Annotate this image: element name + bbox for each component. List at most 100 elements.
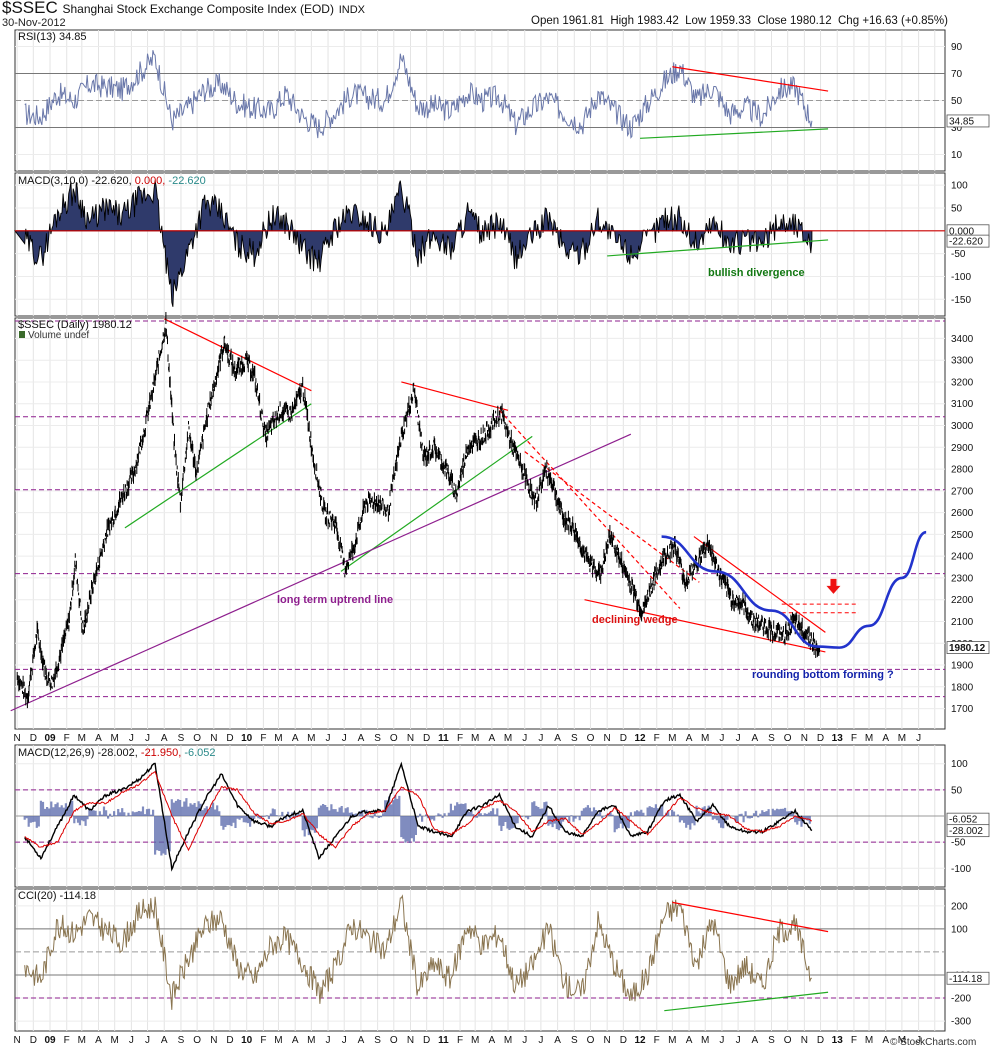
x-tick-label: M	[111, 733, 119, 744]
x-tick-label: N	[210, 733, 217, 744]
x-tick-label: F	[64, 733, 70, 744]
y-tick-label: 2100	[951, 617, 974, 628]
x-tick-label: O	[193, 733, 201, 744]
macd-hist-last-value: -22.620	[946, 234, 990, 248]
x-tick-label: J	[129, 733, 134, 744]
cci-trendline	[664, 991, 829, 1012]
x-tick-label: J	[129, 1035, 134, 1046]
y-tick-label: 2800	[951, 465, 974, 476]
x-tick-label: N	[407, 733, 414, 744]
close-label: Close	[757, 15, 787, 27]
value-badge-text: 0.000	[949, 226, 974, 237]
x-tick-label: A	[489, 1035, 496, 1046]
open-label: Open	[531, 15, 560, 27]
annotation-declining-wedge: declining wedge	[592, 614, 678, 626]
y-tick-label: 30	[951, 123, 963, 134]
x-tick-label: S	[571, 733, 578, 744]
macd-histogram	[14, 180, 813, 307]
cci-panel	[14, 888, 946, 1032]
high-label: High	[610, 15, 634, 27]
x-tick-label: N	[14, 1035, 21, 1046]
x-tick-label: N	[801, 1035, 808, 1046]
price-y-ticks: 3400 3300 3200 3100 3000 2900 2800 2700 2600 2500…	[15, 334, 974, 715]
x-tick-label: 10	[241, 1035, 253, 1046]
rsi-bounds	[15, 73, 945, 128]
title-part: -22.620	[165, 175, 205, 187]
x-tick-label: D	[620, 1035, 627, 1046]
price-x-axis: N D 09 F M A M J J A S O N D 10 F M A M J J A S O N D 11 F M A M J J A S O N…	[14, 733, 922, 744]
y-tick-label: 50	[951, 785, 963, 796]
price-trendline	[401, 381, 509, 411]
x-tick-label: D	[226, 733, 233, 744]
x-tick-label: 13	[832, 1035, 844, 1046]
x-tick-label: 12	[634, 733, 646, 744]
title-part: -21.950,	[138, 747, 181, 759]
x-tick-label: 10	[241, 733, 253, 744]
open-value: 1961.81	[562, 15, 604, 27]
y-tick-label: 3000	[951, 421, 974, 432]
x-tick-label: M	[111, 1035, 119, 1046]
y-tick-label: 3300	[951, 356, 974, 367]
y-tick-label: -300	[951, 1017, 971, 1028]
y-tick-label: 2500	[951, 530, 974, 541]
x-tick-label: D	[226, 1035, 233, 1046]
y-tick-label: -150	[951, 295, 971, 306]
y-tick-label: 1700	[951, 704, 974, 715]
value-badge-box	[946, 641, 990, 654]
price-trendline	[498, 409, 681, 609]
x-tick-label: M	[471, 733, 479, 744]
x-tick-label: F	[457, 1035, 463, 1046]
cci-bounds	[15, 928, 945, 976]
x-tick-label: A	[292, 1035, 299, 1046]
x-tick-label: J	[736, 733, 741, 744]
price-trendline	[524, 451, 700, 583]
x-tick-label: A	[95, 733, 102, 744]
x-tick-label: J	[145, 1035, 150, 1046]
value-badge-text: -114.18	[949, 974, 983, 985]
x-tick-label: S	[374, 733, 381, 744]
y-tick-label: -100	[951, 272, 971, 283]
value-badge-text: 1980.12	[949, 643, 986, 654]
x-tick-label: S	[768, 1035, 775, 1046]
x-tick-label: M	[307, 1035, 315, 1046]
y-tick-label: 200	[951, 901, 968, 912]
title-part: MACD(3,10,0)	[18, 175, 88, 187]
x-tick-label: A	[292, 733, 299, 744]
value-badge-text: -22.620	[949, 237, 983, 248]
y-tick-label: -200	[951, 994, 971, 1005]
x-tick-label: S	[178, 733, 185, 744]
x-tick-label: M	[504, 733, 512, 744]
x-tick-label: M	[865, 733, 873, 744]
x-tick-label: M	[668, 1035, 676, 1046]
x-tick-label: M	[307, 733, 315, 744]
y-tick-label: 2200	[951, 595, 974, 606]
macd-hist-badge: -6.052	[946, 812, 990, 826]
price-trendline	[163, 318, 312, 392]
x-tick-label: F	[260, 1035, 266, 1046]
x-tick-label: M	[504, 1035, 512, 1046]
x-tick-label: M	[274, 733, 282, 744]
x-tick-label: S	[178, 1035, 185, 1046]
rsi-line	[24, 50, 813, 139]
price-trendline	[124, 403, 312, 529]
x-tick-label: S	[768, 733, 775, 744]
macd-hist-trendline	[607, 239, 829, 257]
x-tick-label: F	[457, 733, 463, 744]
x-tick-label: A	[161, 733, 168, 744]
exchange-label: INDX	[338, 4, 365, 16]
x-tick-label: N	[604, 733, 611, 744]
macd-last-value: -28.002	[946, 824, 990, 837]
y-tick-label: 10	[951, 150, 963, 161]
price-last-value: 1980.12	[946, 641, 990, 654]
price-support-resistance	[15, 416, 945, 698]
x-tick-label: A	[489, 733, 496, 744]
x-tick-label: A	[358, 733, 365, 744]
x-tick-label: J	[522, 1035, 527, 1046]
x-tick-label: D	[817, 733, 824, 744]
y-tick-label: -50	[951, 838, 966, 849]
y-tick-label: 2400	[951, 552, 974, 563]
x-tick-label: F	[851, 733, 857, 744]
y-tick-label: 2700	[951, 486, 974, 497]
chg-value: +16.63 (+0.85%)	[862, 15, 948, 27]
